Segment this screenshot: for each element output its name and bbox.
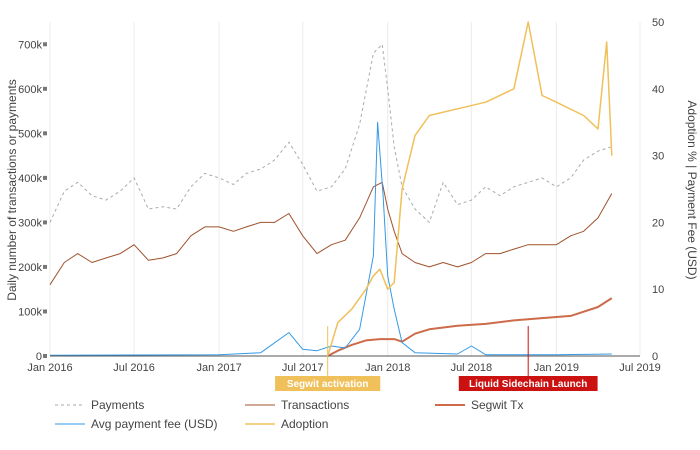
axes: Jan 2016 Jul 2016 Jan 2017 Jul 2017 Jan 2018… xyxy=(18,17,664,374)
y-right-axis-title: Adoption % | Payment Fee (USD) xyxy=(685,100,699,279)
x-tick-label: Jan 2019 xyxy=(534,362,579,374)
x-tick-label: Jul 2017 xyxy=(282,362,324,374)
legend-label: Segwit Tx xyxy=(471,398,523,412)
x-tick-label: Jan 2016 xyxy=(27,362,72,374)
x-tick-label: Jul 2016 xyxy=(113,362,155,374)
y-left-tick-mark xyxy=(43,86,47,91)
y-left-tick-label: 300k xyxy=(18,217,42,229)
x-tick-label: Jan 2018 xyxy=(365,362,410,374)
y-left-tick-label: 600k xyxy=(18,84,42,96)
y-left-tick-mark xyxy=(43,175,47,180)
annotation-box xyxy=(275,376,381,391)
annotation-label: Liquid Sidechain Launch xyxy=(469,379,587,390)
y-right-tick-label: 40 xyxy=(652,84,664,96)
y-left-tick-label: 0 xyxy=(36,351,42,363)
x-tick-label: Jul 2019 xyxy=(619,362,661,374)
payments-line xyxy=(49,43,612,223)
transactions-line xyxy=(49,181,613,285)
y-left-tick-mark xyxy=(43,264,47,269)
grid xyxy=(49,22,641,356)
legend-label: Transactions xyxy=(281,398,349,412)
annotation-box xyxy=(458,376,598,391)
annotation-label: Segwit activation xyxy=(287,379,369,390)
annotations: Segwit activation Liquid Sidechain Launch xyxy=(275,326,598,391)
y-right-tick-label: 30 xyxy=(652,151,664,163)
adoption-line xyxy=(326,21,613,357)
y-right-tick-label: 0 xyxy=(652,351,658,363)
y-right-tick-label: 20 xyxy=(652,217,664,229)
y-left-tick-label: 400k xyxy=(18,173,42,185)
y-left-tick-mark xyxy=(43,42,47,47)
y-left-tick-label: 100k xyxy=(18,306,42,318)
legend-label: Adoption xyxy=(281,417,328,431)
y-left-tick-mark xyxy=(43,309,47,314)
y-right-tick-label: 10 xyxy=(652,284,664,296)
y-right-tick-label: 50 xyxy=(652,17,664,29)
y-left-tick-mark xyxy=(43,131,47,136)
x-tick-label: Jan 2017 xyxy=(196,362,241,374)
x-tick-label: Jul 2018 xyxy=(451,362,493,374)
y-left-axis-title: Daily number of transactions or payments xyxy=(5,79,19,300)
y-left-tick-mark xyxy=(43,354,47,358)
series-layer xyxy=(49,21,613,357)
y-left-tick-label: 500k xyxy=(18,128,42,140)
y-left-tick-label: 200k xyxy=(18,262,42,274)
y-left-tick-label: 700k xyxy=(18,39,42,51)
avg-payment-fee-usd-line xyxy=(49,121,612,356)
legend: Payments Transactions Segwit Tx Avg payment… xyxy=(55,398,523,431)
y-left-tick-mark xyxy=(43,220,47,225)
legend-label: Payments xyxy=(91,398,144,412)
segwit-tx-line xyxy=(327,297,613,357)
legend-label: Avg payment fee (USD) xyxy=(91,417,218,431)
